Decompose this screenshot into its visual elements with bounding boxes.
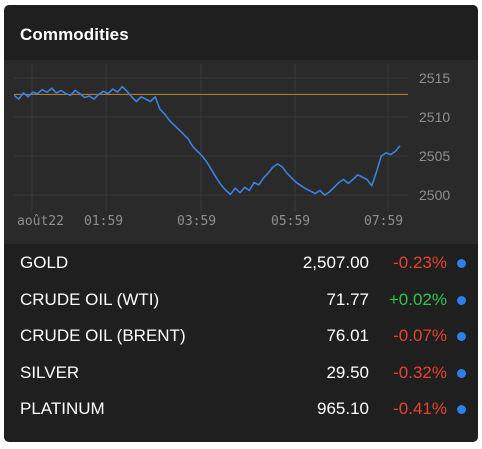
price-chart[interactable]: 2515 2510 2505 2500 août22 01:59 03:59 05:59 07:… [4,60,478,244]
status-dot-icon [457,405,466,414]
x-tick-label: 07:59 [364,214,403,229]
status-dot-icon [457,295,466,305]
y-tick-label: 2505 [419,148,450,164]
quote-row[interactable]: CRUDE OIL (BRENT) 76.01 -0.07% [4,317,478,354]
status-dot-icon [457,332,466,341]
x-tick-label: 05:59 [271,214,310,229]
quote-price: 29.50 [326,362,369,382]
quote-row[interactable]: SILVER 29.50 -0.32% [4,354,478,391]
price-chart-svg: 2515 2510 2505 2500 août22 01:59 03:59 05:59 07:… [13,64,450,229]
quote-price: 71.77 [326,289,369,309]
quote-change: +0.02% [388,289,447,309]
x-tick-label: août22 [17,214,64,229]
price-series-line [13,85,401,196]
quote-row[interactable]: PLATINUM 965.10 -0.41% [4,390,478,427]
quote-row[interactable]: GOLD 2,507.00 -0.23% [4,244,478,281]
quote-price: 965.10 [317,399,369,418]
y-tick-label: 2515 [419,70,450,86]
quote-price: 2,507.00 [302,253,369,272]
x-tick-label: 03:59 [177,214,216,229]
x-tick-label: 01:59 [84,214,123,229]
quote-name: GOLD [20,253,69,272]
quote-name: CRUDE OIL (BRENT) [20,326,186,345]
status-dot-icon [457,368,466,378]
quote-row[interactable]: CRUDE OIL (WTI) 71.77 +0.02% [4,281,478,318]
widget-title: Commodities [20,25,129,44]
y-tick-label: 2500 [419,187,450,203]
quote-name: PLATINUM [20,399,105,418]
quote-change: -0.23% [393,253,447,272]
quotes-list: GOLD 2,507.00 -0.23% CRUDE OIL (WTI) 71.… [4,244,478,427]
quote-name: CRUDE OIL (WTI) [20,289,160,309]
status-dot-icon [457,259,466,268]
quote-change: -0.07% [393,326,447,345]
y-tick-label: 2510 [419,109,450,125]
quote-name: SILVER [20,362,80,382]
quote-change: -0.32% [393,362,447,382]
quote-price: 76.01 [326,326,369,345]
quote-change: -0.41% [393,399,447,418]
commodities-widget: Commodities 2515 2510 2505 2500 août22 01:59 0… [4,5,478,442]
